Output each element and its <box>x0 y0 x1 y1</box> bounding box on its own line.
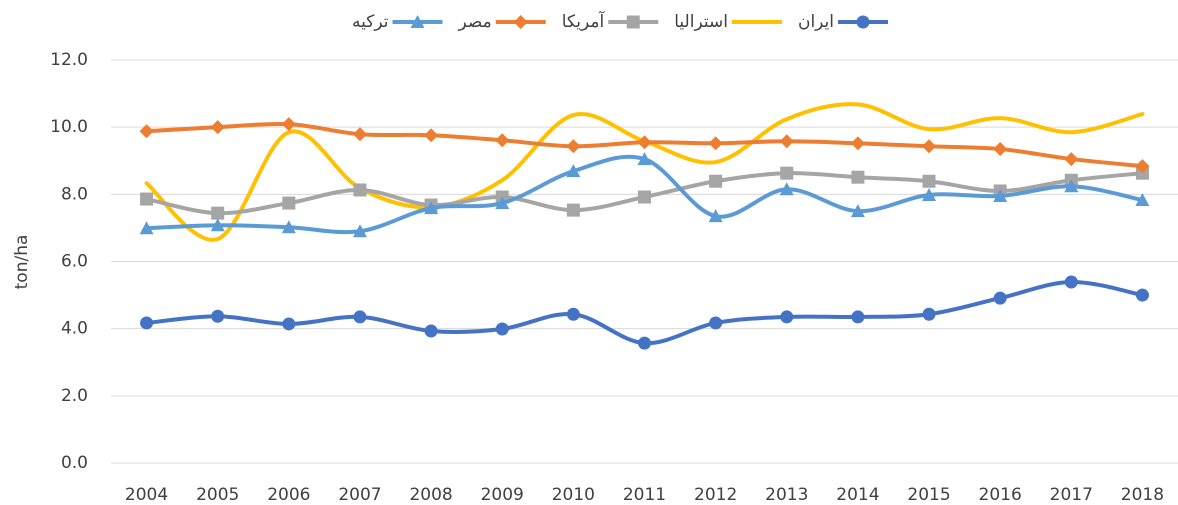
point-marker <box>281 117 296 132</box>
x-tick-label: 2008 <box>409 485 452 505</box>
x-tick-label: 2009 <box>481 485 524 505</box>
point-marker <box>1064 275 1078 289</box>
point-marker <box>210 120 225 135</box>
point-marker <box>993 291 1007 305</box>
point-marker <box>424 128 439 143</box>
x-tick-label: 2006 <box>267 485 310 505</box>
point-marker <box>709 174 723 188</box>
legend: ایران استرالیا آمریکا مصر ترکیه <box>352 10 888 32</box>
point-marker <box>779 182 794 196</box>
point-marker <box>566 307 580 321</box>
point-marker <box>709 316 723 330</box>
series-line <box>144 279 1145 346</box>
point-marker <box>779 134 794 149</box>
point-marker <box>708 136 723 151</box>
point-marker <box>140 192 154 206</box>
point-marker <box>1135 159 1150 174</box>
series-line <box>144 102 1145 242</box>
point-marker <box>566 203 580 217</box>
point-marker <box>211 309 225 323</box>
point-marker <box>140 316 154 330</box>
x-tick-label: 2010 <box>552 485 595 505</box>
point-marker <box>922 139 937 154</box>
point-marker <box>566 139 581 154</box>
legend-label: ترکیه <box>352 12 389 32</box>
y-tick-label: 8.0 <box>61 184 88 204</box>
point-marker <box>139 221 154 235</box>
point-marker <box>993 189 1008 203</box>
x-tick-label: 2017 <box>1050 485 1093 505</box>
point-marker <box>282 317 296 331</box>
y-tick-label: 6.0 <box>61 252 88 272</box>
x-tick-label: 2007 <box>338 485 381 505</box>
x-tick-label: 2013 <box>765 485 808 505</box>
point-marker <box>1064 152 1079 167</box>
point-marker <box>352 127 367 142</box>
point-marker <box>993 141 1008 156</box>
y-axis-label: ton/ha <box>12 235 32 290</box>
point-marker <box>424 201 439 215</box>
point-marker <box>780 310 794 324</box>
y-tick-label: 10.0 <box>50 117 88 137</box>
y-tick-label: 4.0 <box>61 319 88 339</box>
point-marker <box>352 224 367 238</box>
point-marker <box>637 152 652 166</box>
x-tick-label: 2015 <box>907 485 950 505</box>
y-tick-label: 12.0 <box>50 50 88 70</box>
point-marker <box>353 310 367 324</box>
point-marker <box>495 133 510 148</box>
point-marker <box>850 136 865 151</box>
point-marker <box>566 164 581 178</box>
y-tick-label: 0.0 <box>61 453 88 473</box>
point-marker <box>139 124 154 139</box>
legend-marker <box>856 15 870 29</box>
point-marker <box>424 324 438 338</box>
point-marker <box>1135 193 1150 207</box>
legend-label: آمریکا <box>562 10 606 32</box>
legend-label: ایران <box>798 12 834 32</box>
point-marker <box>851 170 865 184</box>
legend-marker <box>513 15 528 29</box>
point-marker <box>210 218 225 232</box>
point-marker <box>922 307 936 321</box>
point-marker <box>495 322 509 336</box>
point-marker <box>638 336 651 350</box>
point-marker <box>1135 166 1149 180</box>
legend-label: استرالیا <box>674 12 728 32</box>
point-marker <box>1135 288 1149 302</box>
legend-label: مصر <box>458 12 492 32</box>
point-marker <box>211 206 225 220</box>
x-tick-label: 2018 <box>1121 485 1164 505</box>
x-tick-label: 2012 <box>694 485 737 505</box>
point-marker <box>780 166 794 180</box>
point-marker <box>282 196 296 210</box>
point-marker <box>851 310 865 324</box>
x-tick-label: 2014 <box>836 485 879 505</box>
legend-marker <box>626 15 640 29</box>
y-tick-label: 2.0 <box>61 386 88 406</box>
point-marker <box>708 209 723 223</box>
point-marker <box>281 220 296 234</box>
point-marker <box>637 135 652 150</box>
point-marker <box>638 190 651 204</box>
x-tick-label: 2004 <box>125 485 168 505</box>
point-marker <box>353 183 367 197</box>
point-marker <box>922 188 937 202</box>
point-marker <box>1064 179 1079 193</box>
point-marker <box>850 204 865 218</box>
point-marker <box>495 196 510 210</box>
x-tick-label: 2011 <box>623 485 666 505</box>
x-tick-label: 2016 <box>979 485 1022 505</box>
x-tick-label: 2005 <box>196 485 239 505</box>
point-marker <box>922 174 936 188</box>
legend-marker <box>410 15 425 28</box>
